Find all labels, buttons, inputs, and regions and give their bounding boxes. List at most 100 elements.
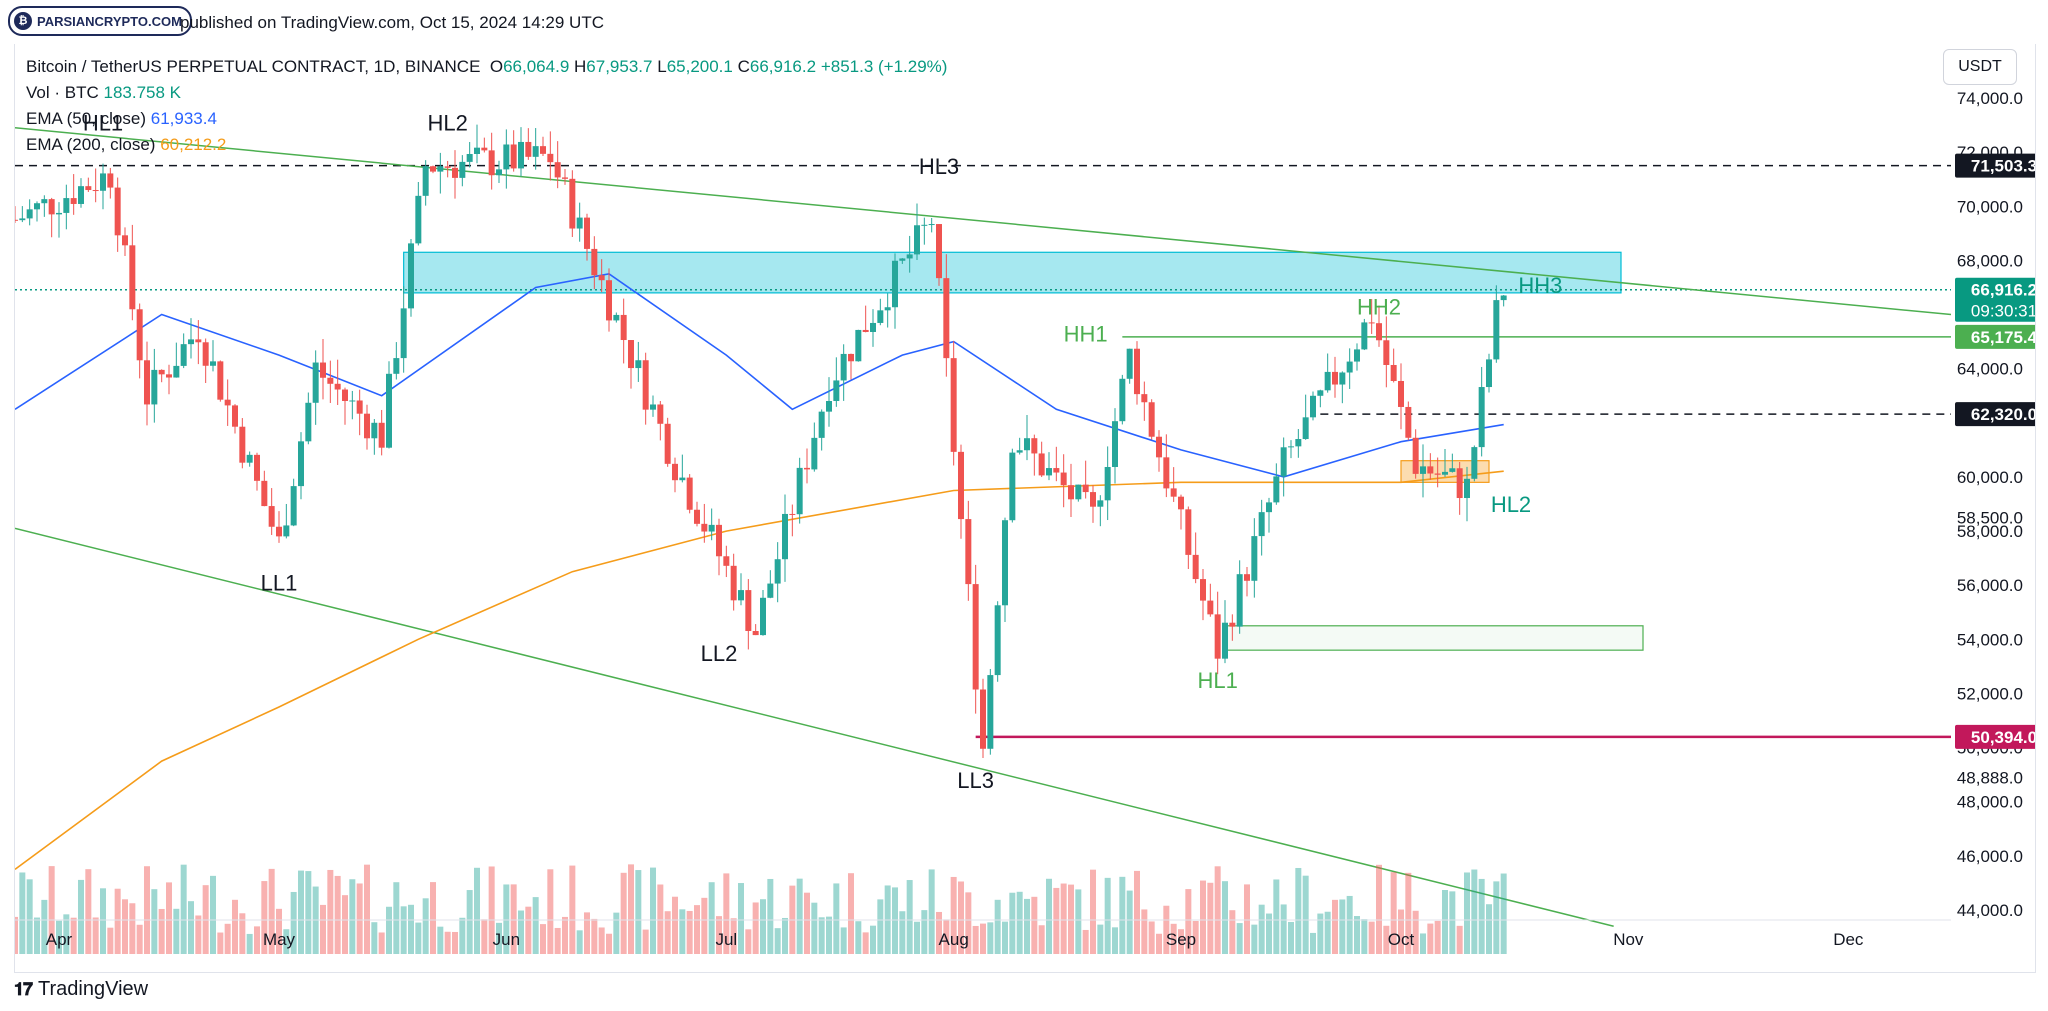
volume-bar (158, 908, 165, 954)
volume-bar (569, 865, 576, 954)
volume-bar (650, 867, 656, 954)
volume-bar (371, 922, 378, 954)
ema50-row[interactable]: EMA (50, close) 61,933.4 (26, 106, 947, 132)
volume-bar (305, 871, 312, 954)
candle-body (437, 166, 444, 172)
volume-bar (26, 879, 33, 954)
volume-bar (224, 923, 231, 954)
volume-bar (928, 869, 935, 954)
candle-body (620, 314, 627, 341)
volume-bar (635, 870, 642, 954)
volume-bar (1141, 909, 1148, 954)
volume-bar (591, 918, 598, 954)
volume-bar (1060, 883, 1067, 954)
volume-bar (459, 917, 466, 954)
ema50-value: 61,933.4 (150, 109, 217, 128)
volume-bar (525, 906, 532, 954)
volume-bar (100, 888, 106, 954)
candle-body (1119, 378, 1126, 422)
candle-body (877, 310, 884, 323)
volume-bar (1097, 924, 1104, 954)
volume-bar (180, 864, 187, 954)
volume-bar (870, 925, 876, 954)
volume-bar (1126, 890, 1133, 954)
volume-bar (466, 890, 473, 954)
candle-body (1339, 372, 1346, 385)
price-chart[interactable]: HL1 HL2 HL3 LL1 LL2 LL3 HH1 HH2 HH3 HL2 HL1 74,000.… (15, 44, 2035, 972)
publish-info: published on TradingView.com, Oct 15, 20… (180, 13, 604, 32)
candle-body (1053, 468, 1060, 473)
candle-body (1324, 371, 1331, 391)
volume-bar (1075, 889, 1082, 954)
candle-body (679, 477, 686, 481)
symbol-row[interactable]: Bitcoin / TetherUS PERPETUAL CONTRACT, 1… (26, 54, 947, 80)
volume-bar (56, 920, 62, 954)
candle-body (1361, 322, 1368, 350)
candle-body (928, 224, 935, 226)
volume-bar (1002, 921, 1008, 954)
currency-button[interactable]: USDT (1943, 49, 2017, 85)
candle-body (63, 198, 70, 213)
candle-body (1068, 485, 1074, 500)
volume-row[interactable]: Vol · BTC 183.758 K (26, 80, 947, 106)
candle-body (15, 219, 18, 221)
candle-body (298, 441, 304, 487)
volume-bar (1016, 891, 1023, 954)
volume-bar (1456, 925, 1463, 954)
candle-body (745, 590, 752, 631)
change-value: +851.3 (+1.29%) (820, 57, 948, 76)
volume-bar (393, 882, 400, 954)
candle-body (650, 404, 656, 410)
time-axis-label: Sep (1166, 930, 1196, 949)
volume-bar (70, 917, 77, 954)
volume-bar (1376, 864, 1382, 954)
volume-bar (34, 917, 40, 954)
candle-body (510, 144, 517, 169)
volume-bar (41, 899, 48, 954)
volume-bar (598, 927, 605, 954)
candle-body (1002, 520, 1008, 606)
volume-bar (1258, 904, 1265, 954)
volume-bar (840, 927, 847, 954)
volume-bar (1493, 881, 1500, 954)
logo-text: PARSIANCRYPTO.COM (37, 13, 182, 29)
volume-bar (1288, 921, 1294, 954)
price-tag-label: 65,175.4 (1971, 328, 2035, 347)
chart-legend: Bitcoin / TetherUS PERPETUAL CONTRACT, 1… (26, 54, 947, 158)
volume-bar (114, 888, 121, 954)
candle-body (180, 344, 187, 366)
candle-body (1427, 466, 1434, 474)
candle-body (114, 187, 121, 236)
candle-body (1134, 348, 1140, 395)
candle-body (591, 248, 598, 276)
candle-body (613, 314, 620, 321)
volume-bar (1031, 896, 1038, 954)
candle-body (378, 422, 385, 448)
candle-body (1009, 452, 1016, 521)
volume-bar (804, 892, 810, 954)
candle-body (334, 383, 341, 390)
candle-body (283, 525, 290, 537)
candle-body (415, 195, 422, 244)
price-axis-label: 74,000.0 (1957, 89, 2023, 108)
volume-bar (914, 921, 920, 954)
volume-bar (1317, 913, 1324, 954)
candle-body (958, 451, 964, 520)
candle-body (430, 166, 436, 172)
volume-bar (15, 916, 18, 954)
candle-body (327, 377, 334, 384)
candle-body (1148, 402, 1155, 437)
candle-body (767, 583, 774, 598)
volume-bar (1486, 904, 1492, 954)
candle-body (547, 153, 554, 163)
volume-bar (921, 910, 928, 954)
ema200-row[interactable]: EMA (200, close) 60,212.2 (26, 132, 947, 158)
volume-bar (848, 873, 854, 954)
candle-body (664, 423, 671, 464)
volume-bar (503, 884, 510, 954)
candle-body (290, 486, 297, 526)
volume-bar (708, 882, 715, 954)
volume-bar (730, 918, 737, 954)
chart-pane[interactable]: HL1 HL2 HL3 LL1 LL2 LL3 HH1 HH2 HH3 HL2 HL1 74,000.… (14, 44, 2036, 973)
candle-body (1090, 492, 1096, 507)
